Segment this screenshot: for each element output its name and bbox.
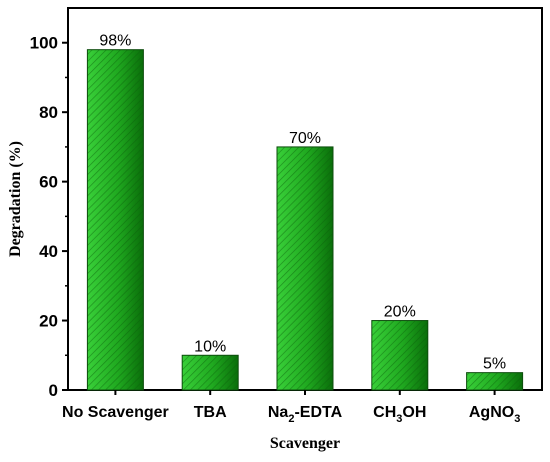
x-tick-label: Na2-EDTA — [268, 404, 343, 425]
x-tick-label: CH3OH — [373, 404, 426, 425]
x-tick-label: AgNO3 — [469, 404, 520, 425]
bar-hatch — [371, 320, 429, 391]
y-axis-title: Degradation (%) — [7, 141, 24, 257]
y-tick-label: 100 — [30, 34, 58, 53]
y-tick-label: 0 — [49, 381, 58, 400]
data-label: 98% — [99, 33, 131, 50]
x-axis-title: Scavenger — [270, 435, 340, 452]
data-label: 5% — [483, 356, 506, 373]
y-tick-label: 40 — [39, 242, 58, 261]
bar-hatch — [466, 372, 524, 391]
bar-hatch — [276, 146, 334, 391]
x-tick-label: TBA — [194, 404, 227, 421]
bars-group — [86, 49, 524, 391]
y-tick-label: 20 — [39, 312, 58, 331]
bar-hatch — [86, 49, 144, 391]
data-labels-group: 98% 10% 70% 20% 5% — [99, 33, 506, 373]
bar-hatch — [181, 354, 239, 391]
y-tick-label: 60 — [39, 173, 58, 192]
data-label: 10% — [194, 338, 226, 355]
data-label: 20% — [384, 304, 416, 321]
y-tick-label: 80 — [39, 103, 58, 122]
data-label: 70% — [289, 130, 321, 147]
y-axis: 0 20 40 60 80 100 — [30, 34, 68, 400]
x-axis: No Scavenger TBA Na2-EDTA CH3OH AgNO3 — [62, 390, 520, 425]
x-tick-label: No Scavenger — [62, 404, 169, 421]
